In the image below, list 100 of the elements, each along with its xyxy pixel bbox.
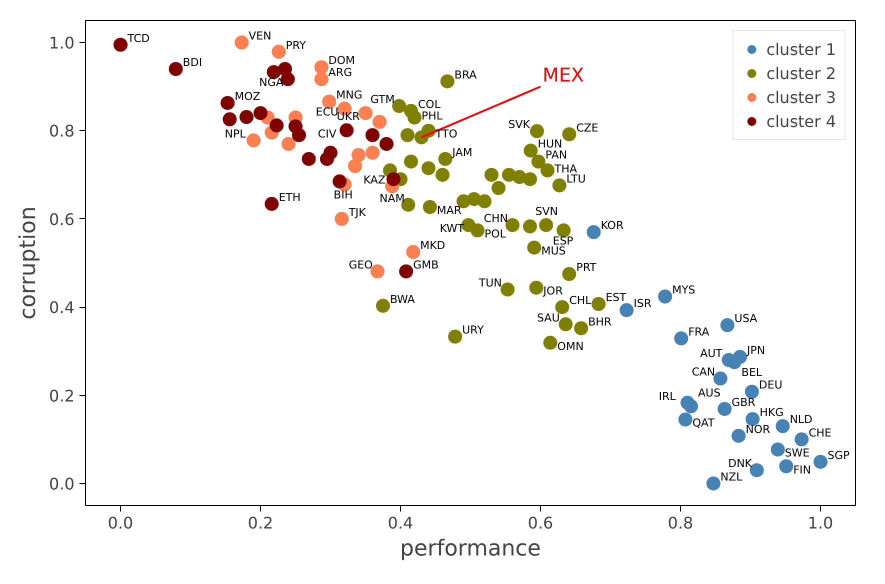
x-tick-label: 0.4	[388, 514, 414, 532]
point	[240, 110, 254, 124]
point	[270, 118, 284, 132]
annotation: MEX	[542, 64, 584, 87]
x-tick-label: 0.0	[108, 514, 134, 532]
annotation: GMB	[413, 258, 439, 272]
y-tick-label: 0.2	[49, 386, 75, 406]
point	[302, 152, 316, 166]
legend-label: cluster 3	[766, 88, 836, 106]
point	[543, 336, 558, 350]
annotation: NAM	[380, 192, 405, 205]
point	[776, 419, 790, 434]
annotation: CHL	[569, 294, 592, 308]
point	[539, 218, 554, 232]
annotation: QAT	[692, 416, 715, 430]
point	[392, 99, 406, 114]
annotation: ESP	[552, 234, 574, 248]
annotation: OMN	[557, 340, 584, 353]
point	[399, 264, 414, 278]
point	[348, 159, 362, 173]
annotation: MYS	[672, 284, 696, 297]
point	[552, 178, 566, 192]
annotation: MOZ	[234, 90, 261, 103]
point	[574, 321, 588, 336]
annotation: AUT	[700, 347, 723, 360]
point	[264, 196, 279, 211]
point	[523, 219, 537, 234]
annotation: DNK	[728, 457, 753, 470]
point	[586, 225, 601, 240]
point	[779, 459, 794, 474]
point	[366, 128, 380, 142]
point	[720, 318, 734, 332]
annotation: PAN	[545, 148, 568, 162]
annotation: TUN	[478, 276, 502, 290]
point	[529, 280, 544, 295]
annotation: GBR	[732, 396, 756, 409]
annotation: NPL	[224, 127, 247, 140]
point	[562, 267, 576, 282]
annotation: HUN	[538, 138, 562, 151]
point	[794, 432, 809, 446]
y-tick-label: 0.8	[49, 122, 75, 141]
point	[414, 130, 428, 144]
annotation: CHN	[484, 212, 508, 226]
point	[531, 154, 546, 169]
annotation: SWE	[784, 446, 810, 460]
x-tick-label: 0.2	[248, 514, 274, 532]
annotation: CIV	[318, 127, 337, 140]
annotation: SVN	[535, 205, 558, 218]
point	[332, 174, 347, 188]
annotation: NLD	[790, 413, 813, 426]
annotation: JOR	[542, 284, 564, 298]
point	[436, 168, 450, 182]
point	[168, 62, 183, 76]
y-tick-label: 0.6	[49, 210, 75, 229]
point	[440, 74, 454, 88]
point	[744, 384, 759, 399]
point	[246, 133, 260, 148]
point	[372, 114, 386, 129]
point	[484, 168, 498, 182]
point	[658, 290, 672, 304]
annotation: BRA	[454, 68, 478, 82]
point	[234, 36, 249, 50]
annotation: JPN	[746, 344, 766, 357]
annotation: FRA	[688, 325, 710, 338]
x-tick-label: 1.0	[808, 514, 834, 532]
point	[292, 128, 306, 142]
annotation: CHE	[808, 426, 832, 440]
point	[478, 194, 492, 208]
annotation: EST	[606, 291, 627, 304]
annotation: TJK	[348, 206, 367, 219]
point	[500, 282, 515, 296]
annotation: ARG	[328, 66, 352, 80]
annotation: TCD	[126, 32, 150, 45]
point	[558, 317, 573, 332]
point	[770, 442, 785, 456]
point	[380, 136, 394, 151]
annotation: URY	[462, 324, 484, 337]
annotation: MNG	[336, 88, 362, 102]
point	[366, 146, 380, 160]
point	[470, 223, 484, 238]
point	[684, 399, 698, 414]
annotation: BEL	[741, 366, 763, 380]
point	[324, 146, 338, 160]
annotation: BDI	[182, 56, 202, 69]
point	[222, 112, 237, 126]
point	[422, 200, 437, 214]
point	[448, 330, 462, 344]
point	[314, 60, 328, 74]
point	[592, 297, 606, 311]
annotation: GTM	[370, 93, 395, 106]
point	[114, 38, 128, 52]
annotation: BIH	[334, 188, 353, 202]
point	[400, 128, 414, 142]
point	[713, 372, 728, 386]
point	[492, 181, 506, 196]
point	[438, 152, 452, 166]
point	[732, 428, 746, 443]
point	[422, 161, 436, 176]
annotation: BHR	[588, 315, 612, 328]
annotation: SGP	[828, 448, 850, 462]
